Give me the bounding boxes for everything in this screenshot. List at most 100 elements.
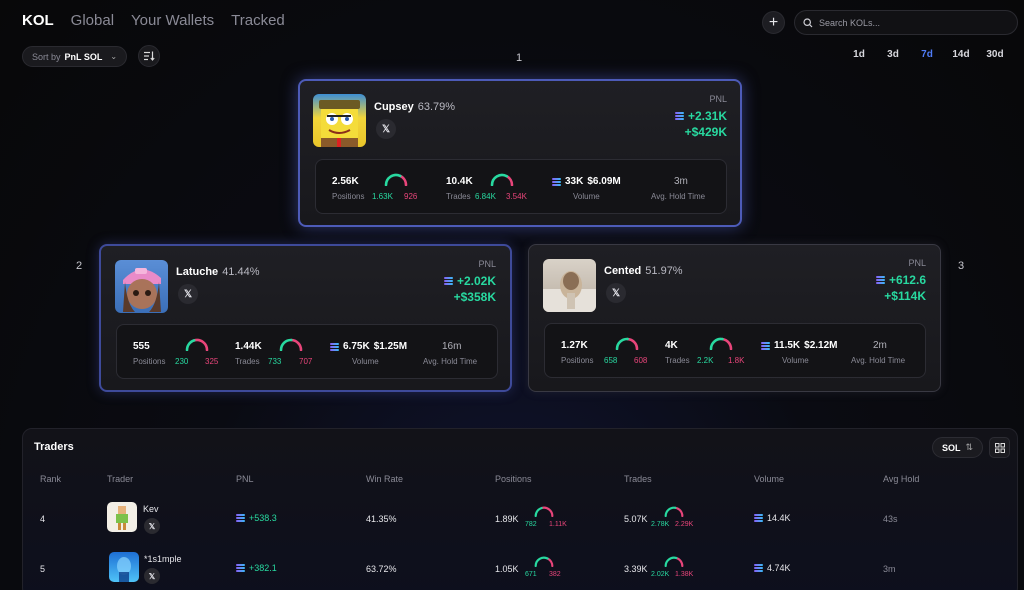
search-input[interactable] [819,17,999,28]
x-profile-icon[interactable]: 𝕏 [606,283,626,303]
col-positions[interactable]: Positions [495,474,532,484]
trader-trades: 3.39K [624,564,648,574]
period-7d[interactable]: 7d [921,49,933,60]
stats-panel: 2.56K Positions 1.63K 926 10.4K Trades 6… [315,159,727,214]
grid-view-button[interactable] [989,437,1010,458]
kol-card-2[interactable]: Latuche 41.44% 𝕏 PNL +2.02K +$358K 555 Po… [99,244,512,392]
pnl-label: PNL [478,259,496,269]
positions-gauge [534,556,554,567]
kol-card-3[interactable]: Cented 51.97% 𝕏 PNL +612.6 +$114K 1.27K P… [528,244,941,392]
volume-label: Volume [782,356,809,365]
trader-name[interactable]: Kev [143,504,159,514]
positions-loss: 608 [634,356,648,365]
trader-trades: 5.07K [624,514,648,524]
trades-win: 2.02K [651,571,670,578]
solana-icon [236,514,245,522]
trader-pnl-value: +382.1 [249,563,277,573]
x-profile-icon[interactable]: 𝕏 [144,518,160,534]
trader-name[interactable]: *1s1mple [144,554,182,564]
col-pnl[interactable]: PNL [236,474,254,484]
kol-card-1[interactable]: Cupsey 63.79% 𝕏 PNL +2.31K +$429K 2.56K P… [298,79,742,227]
pnl-sol-value: +2.31K [687,109,727,123]
x-profile-icon[interactable]: 𝕏 [178,284,198,304]
x-profile-icon[interactable]: 𝕏 [144,568,160,584]
gauge-loss-arc [674,506,684,517]
trader-pnl-value: +538.3 [249,513,277,523]
trader-avatar [107,502,137,532]
volume-usd: $2.12M [804,340,838,351]
trades-win: 2.2K [697,356,714,365]
period-30d[interactable]: 30d [986,49,1004,60]
hold-value: 3m [674,176,688,187]
avatar [313,94,366,147]
volume-values: 11.5K $2.12M [761,340,838,351]
tab-kol[interactable]: KOL [22,12,54,29]
x-profile-icon[interactable]: 𝕏 [376,119,396,139]
trades-win: 6.84K [475,192,496,201]
pnl-label: PNL [709,94,727,104]
volume-usd: $6.09M [587,176,621,187]
col-volume[interactable]: Volume [754,474,785,484]
pnl-usd: +$114K [884,289,926,303]
solana-icon [443,277,453,285]
positions-value: 555 [133,341,150,352]
add-button[interactable]: + [762,11,785,34]
gauge-loss-arc [290,338,303,351]
trades-value: 1.44K [235,341,262,352]
period-selector: 1d 3d 7d 14d 30d [842,49,1012,60]
kol-win-rate: 41.44% [222,266,260,278]
tab-tracked[interactable]: Tracked [231,12,285,29]
kol-name[interactable]: Cented [604,265,642,277]
trades-value: 10.4K [446,176,473,187]
sort-order-button[interactable] [138,45,160,67]
positions-loss: 926 [404,192,418,201]
col-trader[interactable]: Trader [107,474,134,484]
volume-sol: 6.75K [343,341,370,352]
pnl-sol: +612.6 [875,273,926,287]
tab-global[interactable]: Global [70,12,115,29]
currency-toggle-button[interactable]: SOL ⇅ [932,437,984,458]
positions-gauge [615,337,639,350]
sort-value: PnL SOL [64,51,103,62]
positions-gauge [534,506,554,517]
kol-name[interactable]: Latuche [176,266,219,278]
positions-win: 782 [525,521,537,528]
solana-icon [875,276,885,284]
trades-loss: 3.54K [506,192,527,201]
search-box[interactable] [794,10,1018,35]
period-14d[interactable]: 14d [952,49,970,60]
sort-dropdown[interactable]: Sort by PnL SOL ⌄ [22,46,128,67]
positions-label: Positions [561,356,594,365]
trader-positions: 1.05K [495,564,519,574]
kol-name[interactable]: Cupsey [374,101,414,113]
gauge-win-arc [490,173,509,186]
trader-avg-hold: 43s [883,514,898,524]
trader-pnl: +538.3 [236,513,277,523]
trades-label: Trades [665,356,690,365]
col-rank[interactable]: Rank [40,474,62,484]
pnl-usd: +$358K [453,290,496,304]
rank-number-2: 2 [75,260,83,272]
hold-label: Avg. Hold Time [851,356,906,365]
trades-gauge [279,338,303,351]
positions-win: 658 [604,356,618,365]
hold-value: 2m [873,340,887,351]
sort-lines-icon [143,51,155,61]
positions-gauge [384,173,408,186]
period-1d[interactable]: 1d [853,49,865,60]
trades-gauge [664,556,684,567]
col-trades[interactable]: Trades [624,474,652,484]
period-3d[interactable]: 3d [887,49,899,60]
col-avg-hold[interactable]: Avg Hold [883,474,920,484]
traders-panel: Traders SOL ⇅ Rank Trader PNL Win Rate P… [22,428,1018,590]
kol-win-rate: 63.79% [417,101,456,113]
col-win-rate[interactable]: Win Rate [366,474,404,484]
gauge-loss-arc [192,338,209,351]
avatar [115,260,168,313]
row-rank: 4 [40,514,46,524]
tab-your-wallets[interactable]: Your Wallets [131,12,215,29]
gauge-loss-arc [505,174,514,186]
trades-gauge [709,337,733,350]
gauge-win-arc [709,337,724,350]
gauge-loss-arc [546,557,554,567]
